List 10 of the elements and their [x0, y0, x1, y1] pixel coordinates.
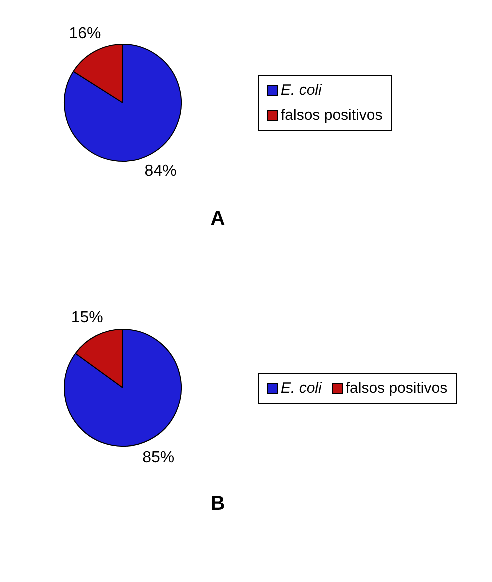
text: A [210, 208, 226, 231]
text: B [210, 493, 226, 516]
legend-label: falsos positivos [346, 380, 448, 396]
data-label: 84% [144, 163, 177, 180]
data-label: 85% [142, 449, 175, 466]
legend-label: E. coli [281, 82, 322, 99]
legend-label: falsos positivos [281, 107, 383, 124]
data-label: 15% [71, 309, 104, 326]
data-label: 16% [69, 26, 102, 43]
legend-label: E. coli [281, 380, 322, 396]
